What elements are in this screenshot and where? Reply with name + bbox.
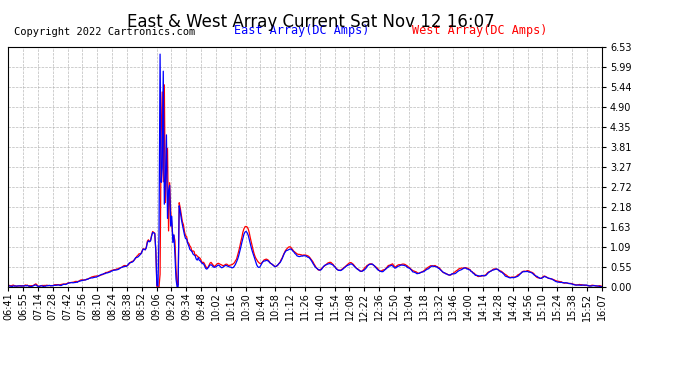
Text: East Array(DC Amps): East Array(DC Amps) — [234, 24, 369, 37]
Text: West Array(DC Amps): West Array(DC Amps) — [412, 24, 547, 37]
Text: East & West Array Current Sat Nov 12 16:07: East & West Array Current Sat Nov 12 16:… — [127, 13, 494, 31]
Text: Copyright 2022 Cartronics.com: Copyright 2022 Cartronics.com — [14, 27, 195, 37]
